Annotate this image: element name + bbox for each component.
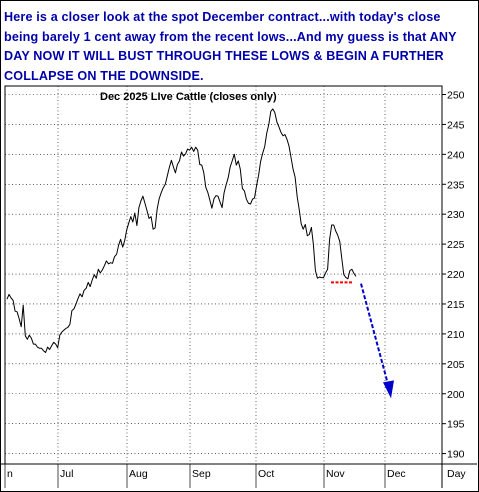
x-axis: n Jul Aug Sep Oct Nov Dec Day [4, 464, 466, 488]
y-tick-label: 195 [447, 419, 465, 431]
x-axis-unit-label: Day [447, 468, 466, 480]
plot-border [4, 85, 443, 465]
y-tick-label: 215 [447, 299, 465, 311]
annotation-layer [331, 281, 394, 399]
x-tick-label: Aug [129, 468, 148, 480]
plot-area: Dec 2025 LIve Cattle (closes only) [4, 85, 443, 465]
series-layer [6, 108, 357, 353]
x-tick-label: Oct [258, 468, 274, 480]
x-tick-label: Nov [326, 468, 345, 480]
x-tick-label: Dec [387, 468, 406, 480]
y-tick-label: 225 [447, 239, 465, 251]
series-line-closes [6, 108, 357, 353]
x-tick-label: n [7, 468, 13, 480]
y-tick-label: 220 [447, 269, 465, 281]
y-tick-label: 235 [447, 179, 465, 191]
y-tick-label: 210 [447, 329, 465, 341]
y-tick-label: 250 [447, 90, 465, 102]
y-tick-label: 200 [447, 389, 465, 401]
commentary-text: Here is a closer look at the spot Decemb… [4, 10, 457, 83]
y-tick-label: 205 [447, 359, 465, 371]
y-axis: 250 245 240 235 230 225 220 215 210 205 200 195 190 [442, 90, 465, 461]
y-tick-label: 230 [447, 209, 465, 221]
x-tick-label: Sep [192, 468, 211, 480]
x-tick-label: Jul [60, 468, 73, 480]
y-tick-label: 240 [447, 149, 465, 161]
y-tick-label: 190 [447, 449, 465, 461]
y-tick-label: 245 [447, 119, 465, 131]
downside-arrow-head [383, 380, 394, 399]
downside-arrow [360, 283, 389, 385]
chart-title: Dec 2025 LIve Cattle (closes only) [100, 91, 277, 103]
